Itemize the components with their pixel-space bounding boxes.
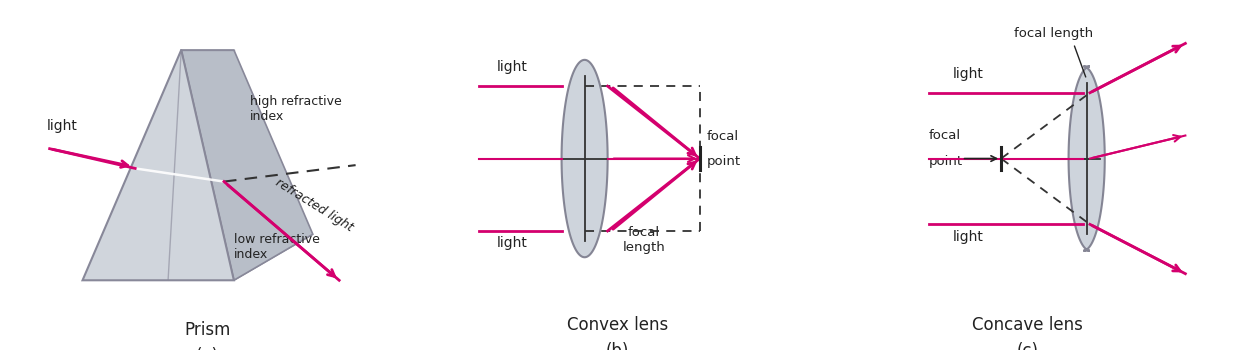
Text: point: point — [929, 155, 963, 168]
Text: focal length: focal length — [1014, 27, 1093, 40]
Polygon shape — [1068, 66, 1105, 251]
Text: light: light — [496, 60, 527, 74]
Text: Convex lens: Convex lens — [567, 316, 668, 334]
Text: (a): (a) — [196, 347, 219, 350]
Text: high refractive
index: high refractive index — [251, 95, 342, 123]
Text: focal: focal — [706, 131, 739, 144]
Text: light: light — [952, 67, 983, 81]
Polygon shape — [83, 234, 312, 280]
Polygon shape — [182, 50, 312, 280]
Text: Prism: Prism — [184, 321, 231, 339]
Text: low refractive
index: low refractive index — [233, 233, 320, 261]
Text: Concave lens: Concave lens — [972, 316, 1083, 334]
Text: light: light — [496, 236, 527, 250]
Polygon shape — [83, 50, 233, 280]
Text: point: point — [706, 155, 741, 168]
Text: (c): (c) — [1016, 342, 1039, 350]
Text: (b): (b) — [606, 342, 629, 350]
Text: light: light — [47, 119, 78, 133]
Text: light: light — [952, 230, 983, 244]
Text: focal: focal — [929, 129, 961, 142]
Text: refracted light: refracted light — [273, 175, 356, 234]
Polygon shape — [562, 60, 608, 257]
Text: focal
length: focal length — [622, 226, 666, 254]
